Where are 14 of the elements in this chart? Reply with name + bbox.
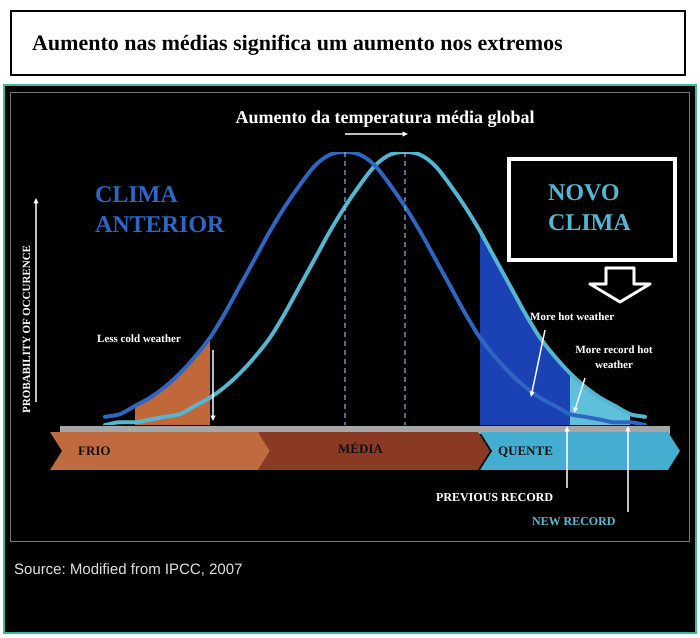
text: MÉDIA [338, 441, 383, 457]
series-label: CLIMA ANTERIOR [95, 181, 226, 240]
source-note: Source: Modified from IPCC, 2007 [14, 561, 242, 578]
chart-title: Aumento nas médias significa um aumento nos extremos [10, 10, 686, 76]
annotation: More record hot weather [574, 343, 654, 373]
text: FRIO [78, 443, 110, 459]
chart-subtitle: Aumento da temperatura média global [234, 107, 536, 128]
annotation: Less cold weather [97, 333, 181, 345]
text: QUENTE [498, 443, 553, 459]
text: NEW RECORD [532, 514, 616, 529]
text: PROBABILITY OF OCCURENCE [21, 245, 33, 413]
text: PREVIOUS RECORD [436, 490, 554, 505]
text: NOVO CLIMA [548, 179, 632, 238]
annotation: More hot weather [530, 311, 614, 323]
